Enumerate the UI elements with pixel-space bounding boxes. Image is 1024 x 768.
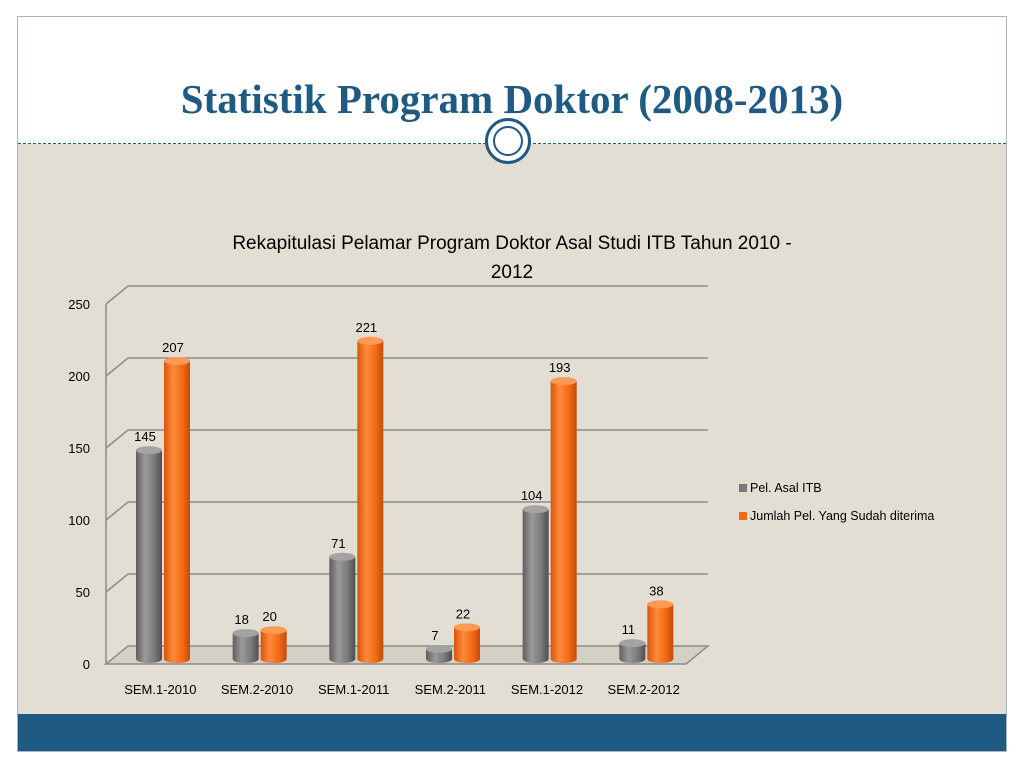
y-axis: 0 50 100 150 200 250 bbox=[68, 297, 90, 672]
gridline-diagonal bbox=[105, 573, 129, 593]
data-label: 20 bbox=[262, 609, 276, 624]
circle-ornament-inner bbox=[493, 126, 523, 156]
data-label: 145 bbox=[134, 429, 156, 444]
slide-title: Statistik Program Doktor (2008-2013) bbox=[180, 76, 844, 122]
bar bbox=[550, 381, 577, 663]
data-label: 22 bbox=[456, 606, 470, 621]
chart-title-line-2: 2012 bbox=[491, 262, 533, 283]
y-tick-label: 150 bbox=[68, 441, 90, 456]
bar bbox=[454, 627, 480, 663]
chart-area: Rekapitulasi Pelamar Program Doktor Asal… bbox=[18, 144, 1006, 714]
x-tick-label: SEM.1-2010 bbox=[124, 682, 196, 697]
bar-top bbox=[329, 552, 356, 561]
x-tick-label: SEM.2-2012 bbox=[608, 682, 680, 697]
x-tick-label: SEM.1-2011 bbox=[318, 682, 389, 697]
legend-label: Pel. Asal ITB bbox=[750, 481, 822, 495]
y-tick-label: 250 bbox=[68, 297, 90, 312]
bars bbox=[136, 336, 674, 663]
gridline-diagonal bbox=[105, 285, 129, 305]
data-label: 221 bbox=[355, 320, 377, 335]
data-label: 193 bbox=[549, 360, 571, 375]
bar-top bbox=[454, 623, 480, 632]
data-label: 207 bbox=[162, 340, 184, 355]
bar-chart: Rekapitulasi Pelamar Program Doktor Asal… bbox=[68, 233, 934, 697]
bar-top bbox=[426, 644, 452, 653]
bar bbox=[329, 556, 356, 663]
bar-top bbox=[619, 639, 646, 648]
x-tick-label: SEM.2-2011 bbox=[415, 682, 486, 697]
gridline-diagonal bbox=[105, 357, 129, 377]
data-label: 7 bbox=[431, 628, 438, 643]
y-tick-label: 0 bbox=[83, 657, 90, 672]
data-label: 104 bbox=[521, 488, 543, 503]
data-label: 38 bbox=[649, 583, 663, 598]
data-label: 71 bbox=[331, 536, 345, 551]
bar-top bbox=[164, 356, 190, 365]
bar bbox=[619, 643, 646, 663]
data-label: 11 bbox=[622, 622, 636, 637]
y-tick-label: 200 bbox=[68, 369, 90, 384]
x-tick-label: SEM.1-2012 bbox=[511, 682, 583, 697]
bar bbox=[136, 450, 162, 663]
bar bbox=[232, 633, 259, 663]
gridline-diagonal bbox=[105, 429, 129, 449]
footer-band bbox=[18, 714, 1006, 751]
data-label: 18 bbox=[234, 612, 248, 627]
y-tick-label: 50 bbox=[76, 585, 90, 600]
chart-title-line-1: Rekapitulasi Pelamar Program Doktor Asal… bbox=[232, 233, 791, 254]
gridline-diagonal bbox=[105, 501, 129, 521]
circle-ornament-icon bbox=[485, 118, 531, 164]
bar-top bbox=[232, 629, 259, 638]
bar bbox=[426, 648, 452, 663]
chart-floor bbox=[103, 645, 711, 665]
legend: Pel. Asal ITB Jumlah Pel. Yang Sudah dite… bbox=[739, 481, 934, 523]
data-labels: 145 207 18 20 71 221 7 22 104 193 11 38 bbox=[134, 320, 663, 643]
bar bbox=[522, 509, 549, 663]
x-axis: SEM.1-2010 SEM.2-2010 SEM.1-2011 SEM.2-2011… bbox=[124, 682, 680, 697]
bar bbox=[647, 604, 674, 663]
bar-top bbox=[357, 336, 384, 345]
x-tick-label: SEM.2-2010 bbox=[221, 682, 293, 697]
chart-title: Rekapitulasi Pelamar Program Doktor Asal… bbox=[232, 233, 791, 283]
legend-swatch bbox=[739, 512, 747, 520]
slide: Statistik Program Doktor (2008-2013) bbox=[17, 16, 1007, 752]
bar-top bbox=[136, 446, 162, 455]
bar-top bbox=[550, 377, 577, 386]
bar-top bbox=[522, 505, 549, 514]
bar bbox=[164, 360, 190, 663]
bar-top bbox=[260, 626, 287, 635]
bar bbox=[357, 340, 384, 663]
legend-swatch bbox=[739, 484, 747, 492]
bar bbox=[260, 630, 287, 663]
legend-label: Jumlah Pel. Yang Sudah diterima bbox=[750, 509, 934, 523]
bar-top bbox=[647, 600, 674, 609]
y-tick-label: 100 bbox=[68, 513, 90, 528]
gridlines bbox=[105, 285, 708, 593]
